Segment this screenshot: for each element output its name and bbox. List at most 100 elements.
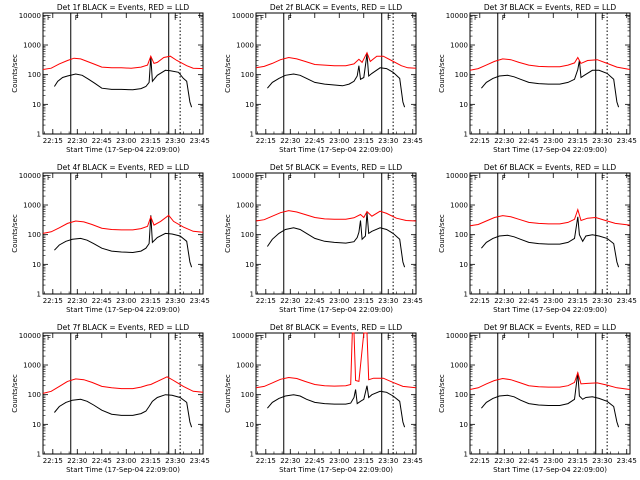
panel-1-xtick-label-4: 23:15 (141, 137, 161, 145)
panel-3-xtick-label-3: 23:00 (543, 137, 563, 145)
panel-8-xtick-label-4: 23:15 (354, 457, 374, 465)
panel-1-xtick-label-2: 22:45 (92, 137, 112, 145)
panel-8-xtick-label-3: 23:00 (329, 457, 349, 465)
panel-3-ytick-label-0: 1 (464, 131, 468, 139)
panel-2-xtick-label-5: 23:30 (378, 137, 398, 145)
panel-9-series-lld (469, 371, 631, 390)
panel-1-xlabel: Start Time (17-Sep-04 22:09:00) (66, 146, 180, 154)
panel-4-series-lld (42, 214, 204, 234)
panel-7-flag-label-0: F (47, 334, 51, 342)
panel-6-ytick-label-3: 1000 (450, 202, 468, 210)
panel-9-series-events (481, 372, 620, 428)
panel-3-ytick-label-2: 100 (455, 71, 468, 79)
panel-1-ylabel: Counts/sec (11, 54, 19, 93)
panel-9-flag-label-1: F (502, 334, 506, 342)
panel-4-flag-label-0: F (47, 174, 51, 182)
panel-4-ytick-label-2: 100 (28, 231, 41, 239)
panel-3-ytick-label-1: 10 (459, 101, 468, 109)
panel-6-xtick-label-0: 22:15 (470, 297, 490, 305)
panel-7-xtick-label-5: 23:30 (165, 457, 185, 465)
panel-9-title: Det 9f BLACK = Events, RED = LLD (484, 323, 617, 332)
panel-3-ytick-label-3: 1000 (450, 42, 468, 50)
panel-2-title: Det 2f BLACK = Events, RED = LLD (270, 3, 403, 12)
panel-5-series-lld (255, 210, 417, 222)
panel-6-ytick-label-1: 10 (459, 261, 468, 269)
panel-7-flag-label-2: F (174, 334, 178, 342)
panel-2-xtick-label-0: 22:15 (256, 137, 276, 145)
panel-6-xtick-label-6: 23:45 (617, 297, 637, 305)
panel-4-xtick-label-1: 22:30 (67, 297, 87, 305)
panel-4-xlabel: Start Time (17-Sep-04 22:09:00) (66, 306, 180, 314)
panel-1-flag-label-1: F (75, 14, 79, 22)
panel-2-flag-label-0: F (260, 14, 264, 22)
panel-5-flag-label-1: F (288, 174, 292, 182)
panel-6-xtick-label-4: 23:15 (568, 297, 588, 305)
panel-7-ylabel: Counts/sec (11, 374, 19, 413)
panel-5-ytick-label-4: 10000 (232, 172, 254, 180)
panel-6-ytick-label-2: 100 (455, 231, 468, 239)
panel-3-series-lld (469, 56, 631, 71)
panel-9-flag-label-2: F (601, 334, 605, 342)
panel-4-ylabel: Counts/sec (11, 214, 19, 253)
panel-8-xtick-label-2: 22:45 (305, 457, 325, 465)
panel-9-ytick-label-4: 10000 (446, 332, 468, 340)
panel-8-ylabel: Counts/sec (224, 374, 232, 413)
panel-3-flag-label-1: F (502, 14, 506, 22)
panel-5-xlabel: Start Time (17-Sep-04 22:09:00) (279, 306, 393, 314)
panel-2-frame (255, 12, 417, 135)
panel-5-ylabel: Counts/sec (224, 214, 232, 253)
panel-1-title: Det 1f BLACK = Events, RED = LLD (57, 3, 190, 12)
panel-2-xtick-label-6: 23:45 (403, 137, 423, 145)
panel-9-xtick-label-0: 22:15 (470, 457, 490, 465)
panel-9-xtick-label-5: 23:30 (592, 457, 612, 465)
panel-7-ytick-label-3: 1000 (23, 362, 41, 370)
panel-9-ytick-label-0: 1 (464, 451, 468, 459)
panel-4-flag-label-2: F (174, 174, 178, 182)
panel-3-xtick-label-4: 23:15 (568, 137, 588, 145)
panel-2-series-events (267, 53, 406, 108)
panel-5-xtick-label-3: 23:00 (329, 297, 349, 305)
panel-7-xtick-label-1: 22:30 (67, 457, 87, 465)
panel-5-ytick-label-0: 1 (250, 291, 254, 299)
panel-6-xlabel: Start Time (17-Sep-04 22:09:00) (493, 306, 607, 314)
panel-9-ytick-label-2: 100 (455, 391, 468, 399)
panel-8-ytick-label-4: 10000 (232, 332, 254, 340)
panel-5-xtick-label-2: 22:45 (305, 297, 325, 305)
panel-5-xtick-label-6: 23:45 (403, 297, 423, 305)
panel-2-xlabel: Start Time (17-Sep-04 22:09:00) (279, 146, 393, 154)
panel-5-xtick-label-4: 23:15 (354, 297, 374, 305)
panel-9-ylabel: Counts/sec (438, 374, 446, 413)
panel-7-xtick-label-2: 22:45 (92, 457, 112, 465)
panel-2-ytick-label-4: 10000 (232, 12, 254, 20)
panel-2-series-lld (255, 51, 417, 69)
panel-7-xtick-label-3: 23:00 (116, 457, 136, 465)
panel-7-xtick-label-4: 23:15 (141, 457, 161, 465)
panel-2-xtick-label-3: 23:00 (329, 137, 349, 145)
panel-6-flag-label-1: F (502, 174, 506, 182)
panel-2-ytick-label-1: 10 (245, 101, 254, 109)
panel-8-ytick-label-2: 100 (241, 391, 254, 399)
panel-2-ytick-label-0: 1 (250, 131, 254, 139)
panel-5-ytick-label-2: 100 (241, 231, 254, 239)
panel-3-title: Det 3f BLACK = Events, RED = LLD (484, 3, 617, 12)
panel-3-ytick-label-4: 10000 (446, 12, 468, 20)
panel-1-flag-label-2: F (174, 14, 178, 22)
panel-3-xtick-label-0: 22:15 (470, 137, 490, 145)
panel-6-flag-label-0: F (474, 174, 478, 182)
panel-6-ytick-label-4: 10000 (446, 172, 468, 180)
panel-6-xtick-label-5: 23:30 (592, 297, 612, 305)
panel-8-xtick-label-5: 23:30 (378, 457, 398, 465)
panel-8-xtick-label-0: 22:15 (256, 457, 276, 465)
panel-1-ytick-label-1: 10 (32, 101, 41, 109)
panel-4-xtick-label-4: 23:15 (141, 297, 161, 305)
panel-1-xtick-label-6: 23:45 (190, 137, 210, 145)
panel-9-frame (469, 332, 631, 455)
panel-9-ytick-label-1: 10 (459, 421, 468, 429)
panel-1-ytick-label-3: 1000 (23, 42, 41, 50)
panel-3-xlabel: Start Time (17-Sep-04 22:09:00) (493, 146, 607, 154)
panel-1-flag-label-0: F (47, 14, 51, 22)
panel-7-series-events (54, 394, 193, 428)
panel-9-xlabel: Start Time (17-Sep-04 22:09:00) (493, 466, 607, 474)
panel-8-ytick-label-3: 1000 (236, 362, 254, 370)
panel-9-ytick-label-3: 1000 (450, 362, 468, 370)
